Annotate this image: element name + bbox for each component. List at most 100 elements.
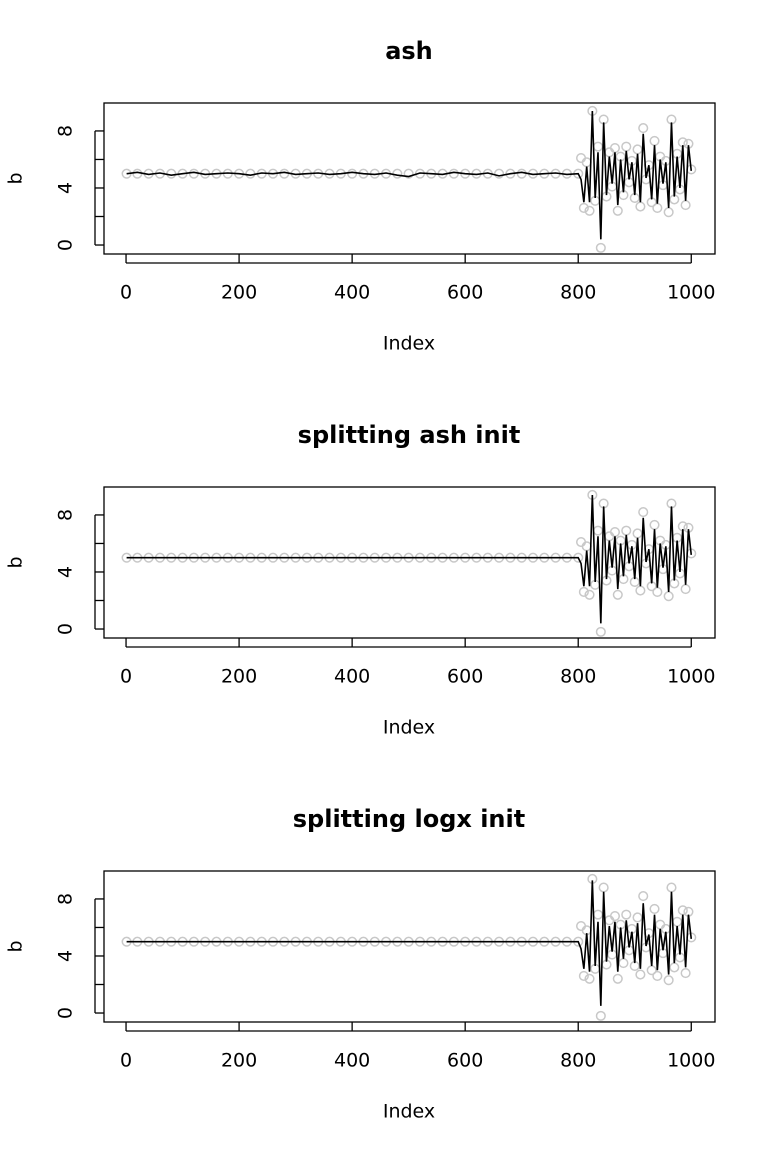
data-point (347, 168, 358, 179)
plot-frame (103, 486, 716, 639)
data-point (621, 909, 632, 920)
data-point (166, 168, 177, 179)
data-point (649, 903, 660, 914)
data-point (652, 202, 663, 213)
x-tick-label: 600 (447, 666, 483, 688)
data-point (635, 969, 646, 980)
data-point (516, 168, 527, 179)
y-axis-label: b (5, 940, 27, 952)
data-point (584, 589, 595, 600)
y-tick-label: 8 (55, 893, 77, 905)
x-tick-label: 800 (560, 666, 596, 688)
y-tick-label: 0 (55, 239, 77, 251)
data-point (188, 168, 199, 179)
x-tick-label: 1000 (667, 1050, 715, 1072)
y-tick-label: 0 (55, 623, 77, 635)
data-point (632, 912, 643, 923)
x-tick-label: 200 (221, 666, 257, 688)
data-point (598, 882, 609, 893)
data-point (621, 141, 632, 152)
data-point (618, 958, 629, 969)
data-point (652, 970, 663, 981)
data-point (632, 528, 643, 539)
x-tick-label: 400 (334, 282, 370, 304)
y-tick-label: 8 (55, 509, 77, 521)
x-tick-label: 1000 (667, 282, 715, 304)
y-tick-label: 4 (55, 950, 77, 962)
x-tick-label: 400 (334, 666, 370, 688)
data-point (663, 975, 674, 986)
data-point (595, 242, 606, 253)
data-point (638, 507, 649, 518)
y-tick-label: 8 (55, 125, 77, 137)
data-point (663, 591, 674, 602)
data-point (638, 123, 649, 134)
data-point (635, 585, 646, 596)
data-point (578, 586, 589, 597)
data-line (126, 110, 693, 240)
x-axis-label: Index (383, 717, 435, 739)
y-tick-label: 4 (55, 566, 77, 578)
data-point (638, 891, 649, 902)
data-point (672, 916, 683, 927)
x-tick-label: 1000 (667, 666, 715, 688)
data-point (609, 911, 621, 922)
x-tick-label: 800 (560, 282, 596, 304)
chart-title: splitting ash init (298, 421, 521, 449)
data-point (595, 626, 606, 637)
data-point (392, 168, 403, 179)
data-point (663, 207, 674, 218)
data-point (666, 882, 677, 893)
chart-title: splitting logx init (293, 805, 525, 833)
data-point (584, 973, 595, 984)
data-point (635, 201, 646, 212)
x-tick-label: 800 (560, 1050, 596, 1072)
data-point (680, 584, 691, 595)
x-axis-label: Index (383, 1101, 435, 1123)
data-point (677, 905, 688, 916)
data-point (632, 144, 643, 155)
data-point (680, 200, 691, 211)
data-point (132, 168, 143, 179)
data-point (584, 205, 595, 216)
x-tick-label: 200 (221, 282, 257, 304)
x-tick-label: 0 (120, 282, 132, 304)
data-point (592, 525, 604, 536)
data-point (612, 589, 623, 600)
data-point (652, 586, 663, 597)
data-point (592, 141, 604, 152)
x-tick-label: 400 (334, 1050, 370, 1072)
data-point (649, 519, 660, 530)
data-point (448, 168, 459, 179)
data-point (595, 1010, 606, 1021)
data-line (126, 880, 693, 1006)
data-point (403, 168, 414, 179)
y-axis-label: b (5, 172, 27, 184)
data-point (578, 970, 589, 981)
y-tick-label: 0 (55, 1007, 77, 1019)
x-tick-label: 600 (447, 1050, 483, 1072)
y-tick-label: 4 (55, 182, 77, 194)
data-point (279, 168, 290, 179)
data-point (612, 205, 623, 216)
x-tick-label: 600 (447, 282, 483, 304)
plot-frame (103, 870, 716, 1023)
x-tick-label: 200 (221, 1050, 257, 1072)
data-line (126, 494, 693, 624)
data-point (578, 202, 589, 213)
data-point (592, 909, 604, 920)
data-point (621, 525, 632, 536)
plot-frame (103, 102, 716, 255)
x-axis-label: Index (383, 333, 435, 355)
y-axis-label: b (5, 556, 27, 568)
x-tick-label: 0 (120, 1050, 132, 1072)
data-point (680, 968, 691, 979)
data-point (669, 962, 680, 973)
data-point (649, 135, 660, 146)
data-point (494, 168, 505, 179)
data-point (245, 168, 256, 179)
chart-title: ash (385, 37, 433, 65)
x-tick-label: 0 (120, 666, 132, 688)
